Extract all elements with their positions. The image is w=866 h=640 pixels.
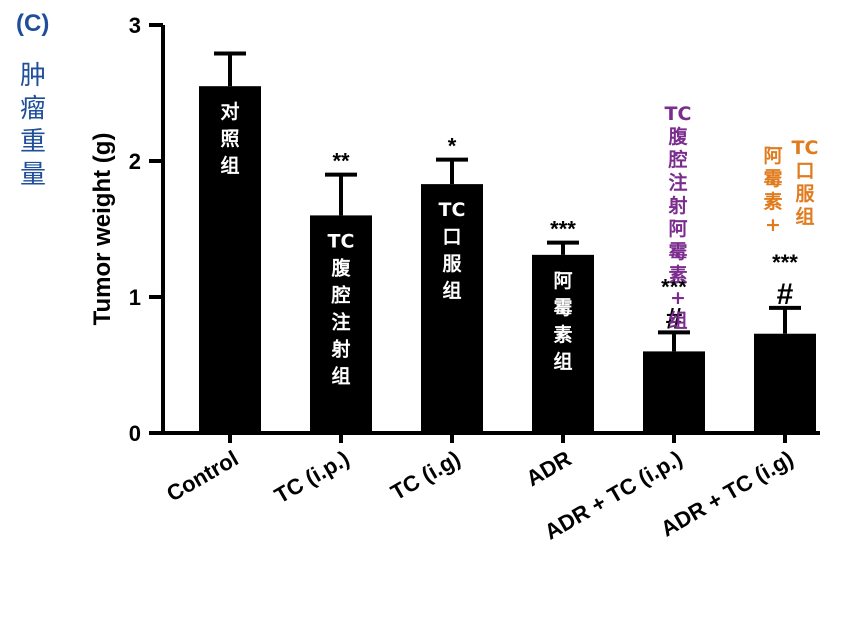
bar [643, 351, 705, 433]
y-tick-label: 3 [129, 13, 141, 38]
significance-mark: * [448, 134, 457, 159]
bar-label: TC [439, 199, 466, 221]
y-tick-label: 1 [129, 285, 141, 310]
annotation-text: + [670, 287, 686, 309]
bar-label: 照 [220, 128, 239, 150]
bar-label: 素 [553, 323, 572, 346]
bar-label: 组 [220, 154, 239, 177]
annotation-text: 阿 [763, 145, 782, 167]
annotation-text: 素 [668, 263, 687, 286]
bar [754, 333, 816, 433]
bar [421, 184, 483, 433]
annotation-text: 射 [667, 194, 687, 217]
annotation-text: 阿 [668, 218, 687, 240]
bar-label: 阿 [553, 270, 572, 292]
side-label: 肿瘤重量 [20, 61, 47, 190]
y-tick-label: 0 [129, 421, 141, 446]
annotation-text: 霉 [668, 241, 687, 263]
annotation-text: TC [665, 103, 692, 125]
annotation-text: 口 [795, 160, 814, 182]
hash-mark: # [777, 278, 794, 311]
panel-label: (C) [16, 10, 50, 37]
bar-label: 霉 [553, 297, 572, 319]
bar [310, 215, 372, 433]
annotation-text: 腹 [667, 125, 688, 148]
bar-label: 服 [442, 253, 462, 275]
annotation-text: 霉 [763, 168, 782, 190]
bar-label: 对 [220, 100, 239, 123]
bar-label: 射 [330, 337, 350, 360]
significance-mark: *** [772, 250, 798, 275]
significance-mark: *** [661, 274, 687, 299]
bar-label: 组 [331, 364, 350, 387]
bar [199, 86, 261, 433]
annotation-text: 服 [795, 183, 815, 205]
category-label: TC (i.p.) [270, 446, 353, 509]
category-label: ADR [522, 446, 576, 492]
significance-mark: *** [550, 217, 576, 242]
bar [532, 254, 594, 433]
hash-mark: # [666, 302, 683, 335]
annotation-text: 腔 [667, 148, 687, 171]
category-label: TC (i.g) [386, 446, 464, 506]
annotation-text: 组 [795, 205, 814, 228]
y-axis-label: Tumor weight (g) [89, 133, 116, 326]
significance-mark: ** [332, 149, 350, 174]
y-tick-label: 2 [129, 149, 141, 174]
category-label: Control [162, 446, 242, 507]
bar-label: 组 [553, 350, 572, 373]
bar-label: 注 [331, 310, 350, 333]
bar-label: TC [328, 230, 355, 252]
annotation-text: 组 [668, 309, 687, 332]
bar-label: 口 [442, 226, 461, 248]
annotation-text: + [765, 214, 781, 236]
bar-label: 腔 [330, 283, 350, 306]
bar-label: 组 [442, 279, 461, 302]
annotation-text: TC [792, 137, 819, 159]
annotation-text: 注 [668, 171, 687, 194]
annotation-text: 素 [763, 190, 782, 213]
bar-label: 腹 [330, 256, 351, 279]
